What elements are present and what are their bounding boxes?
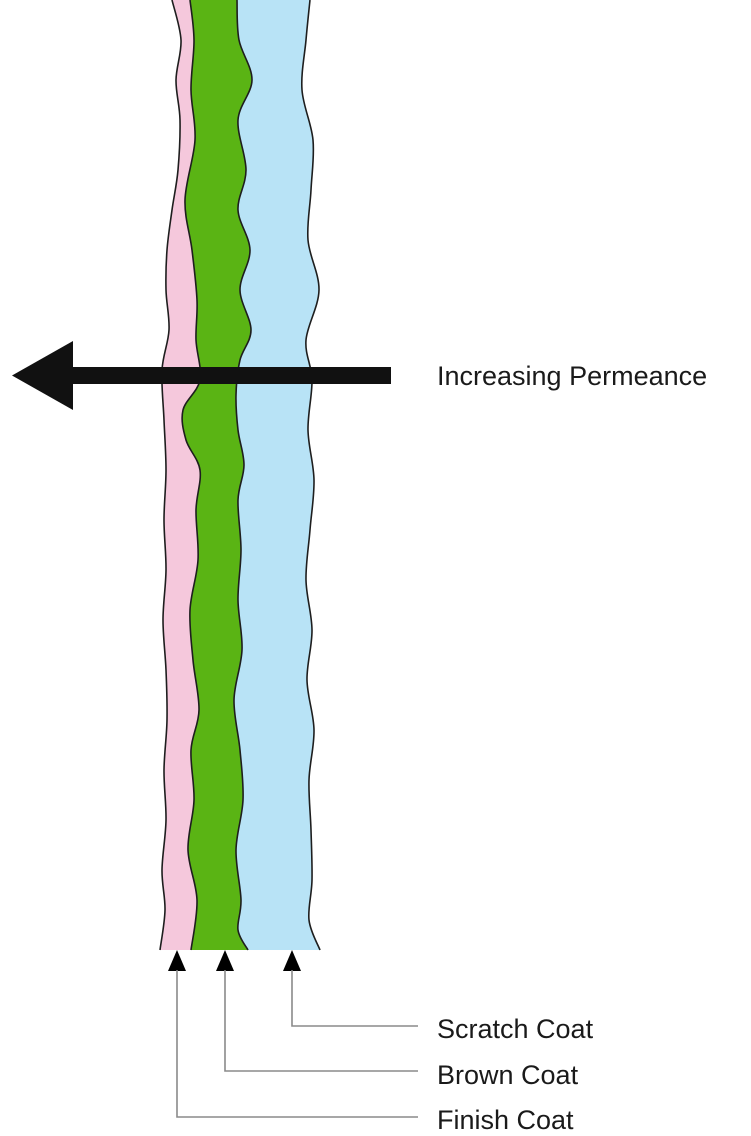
finish-coat-layer bbox=[160, 0, 201, 950]
scratch-coat-layer bbox=[233, 0, 320, 950]
scratch-coat-pointer-arrow bbox=[283, 950, 301, 971]
brown-coat-pointer-arrow bbox=[216, 950, 234, 971]
permeance-arrow bbox=[12, 341, 391, 410]
finish-coat-leader-line bbox=[176, 970, 418, 1118]
permeance-arrow-head bbox=[12, 341, 73, 410]
brown-scratch-boundary bbox=[233, 0, 253, 951]
brown-coat-label: Brown Coat bbox=[437, 1060, 579, 1090]
brown-coat-leader-line bbox=[224, 970, 418, 1072]
permeance-arrow-shaft bbox=[70, 367, 391, 384]
scratch-coat-leader-line bbox=[291, 970, 418, 1027]
scratch-coat-outer-edge bbox=[300, 0, 321, 951]
finish-coat-outer-edge bbox=[159, 0, 182, 951]
finish-coat-pointer-arrow bbox=[168, 950, 186, 971]
finish-coat-label: Finish Coat bbox=[437, 1105, 574, 1135]
finish-brown-boundary bbox=[181, 0, 202, 951]
permeance-label: Increasing Permeance bbox=[437, 361, 707, 391]
scratch-coat-label: Scratch Coat bbox=[437, 1014, 594, 1044]
